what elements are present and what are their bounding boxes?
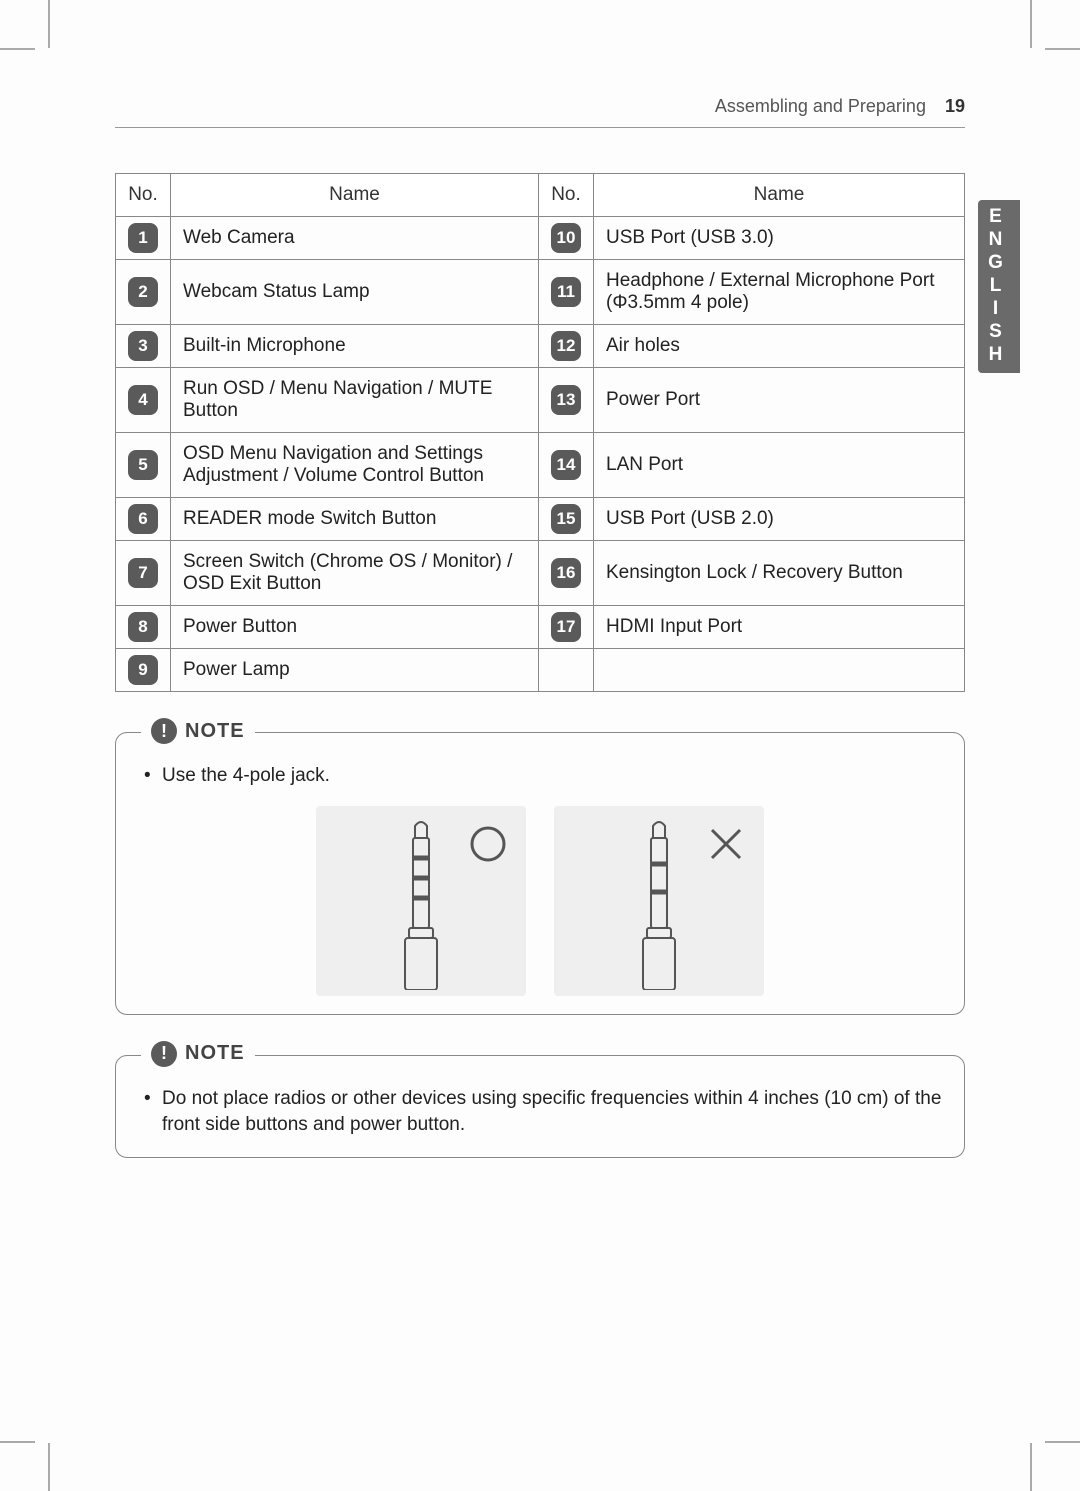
col-no: No. (116, 174, 171, 217)
part-number: 13 (539, 368, 594, 433)
parts-table: No. Name No. Name 1 Web Camera 10 USB Port … (115, 173, 965, 692)
col-no: No. (539, 174, 594, 217)
note-box-radio: ! NOTE Do not place radios or other devi… (115, 1055, 965, 1158)
page-number: 19 (945, 96, 965, 116)
part-name (594, 649, 965, 692)
table-row: 8 Power Button 17 HDMI Input Port (116, 606, 965, 649)
part-number: 5 (116, 433, 171, 498)
note-item: Use the 4-pole jack. (144, 763, 946, 790)
table-row: 1 Web Camera 10 USB Port (USB 3.0) (116, 217, 965, 260)
table-row: 7 Screen Switch (Chrome OS / Monitor) / O… (116, 541, 965, 606)
number-badge: 12 (551, 331, 581, 361)
crop-mark (1045, 48, 1080, 50)
note-tab: ! NOTE (141, 718, 255, 744)
number-badge: 3 (128, 331, 158, 361)
col-name: Name (171, 174, 539, 217)
jack-4pole-icon (399, 820, 443, 990)
number-badge: 5 (128, 450, 158, 480)
part-name: Kensington Lock / Recovery Button (594, 541, 965, 606)
number-badge: 7 (128, 558, 158, 588)
part-number (539, 649, 594, 692)
part-name: Headphone / External Microphone Port (Φ3… (594, 260, 965, 325)
part-name: USB Port (USB 2.0) (594, 498, 965, 541)
jack-correct (316, 806, 526, 996)
part-name: Screen Switch (Chrome OS / Monitor) / OS… (171, 541, 539, 606)
number-badge: 6 (128, 504, 158, 534)
part-number: 11 (539, 260, 594, 325)
table-row: 3 Built-in Microphone 12 Air holes (116, 325, 965, 368)
number-badge: 16 (551, 558, 581, 588)
jack-wrong (554, 806, 764, 996)
part-number: 10 (539, 217, 594, 260)
part-name: USB Port (USB 3.0) (594, 217, 965, 260)
part-number: 3 (116, 325, 171, 368)
number-badge: 11 (551, 277, 581, 307)
info-icon: ! (151, 1041, 177, 1067)
page-content: Assembling and Preparing 19 No. Name No.… (115, 96, 965, 1158)
part-number: 15 (539, 498, 594, 541)
note-tab: ! NOTE (141, 1041, 255, 1067)
crop-mark (48, 0, 50, 48)
part-number: 14 (539, 433, 594, 498)
note-box-jack: ! NOTE Use the 4-pole jack. (115, 732, 965, 1015)
table-row: 5 OSD Menu Navigation and Settings Adjust… (116, 433, 965, 498)
part-number: 9 (116, 649, 171, 692)
jack-illustrations (134, 806, 946, 996)
part-name: OSD Menu Navigation and Settings Adjustm… (171, 433, 539, 498)
part-name: Power Port (594, 368, 965, 433)
note-item: Do not place radios or other devices usi… (144, 1086, 946, 1139)
number-badge: 13 (551, 385, 581, 415)
cross-icon (706, 824, 746, 864)
part-name: Built-in Microphone (171, 325, 539, 368)
part-number: 17 (539, 606, 594, 649)
table-row: 2 Webcam Status Lamp 11 Headphone / Externa… (116, 260, 965, 325)
crop-mark (1030, 1443, 1032, 1491)
part-number: 7 (116, 541, 171, 606)
note-label: NOTE (185, 720, 245, 743)
jack-3pole-icon (637, 820, 681, 990)
col-name: Name (594, 174, 965, 217)
part-name: Power Lamp (171, 649, 539, 692)
part-name: Air holes (594, 325, 965, 368)
part-number: 8 (116, 606, 171, 649)
number-badge: 17 (551, 612, 581, 642)
table-row: 6 READER mode Switch Button 15 USB Port (US… (116, 498, 965, 541)
part-name: Power Button (171, 606, 539, 649)
part-number: 16 (539, 541, 594, 606)
number-badge: 15 (551, 504, 581, 534)
part-number: 1 (116, 217, 171, 260)
table-row: 4 Run OSD / Menu Navigation / MUTE Button… (116, 368, 965, 433)
part-number: 2 (116, 260, 171, 325)
crop-mark (0, 1441, 35, 1443)
running-header: Assembling and Preparing 19 (115, 96, 965, 128)
number-badge: 8 (128, 612, 158, 642)
language-tab: ENGLISH (978, 200, 1020, 373)
number-badge: 9 (128, 655, 158, 685)
note-label: NOTE (185, 1042, 245, 1065)
crop-mark (48, 1443, 50, 1491)
info-icon: ! (151, 718, 177, 744)
part-name: Webcam Status Lamp (171, 260, 539, 325)
part-name: READER mode Switch Button (171, 498, 539, 541)
part-number: 12 (539, 325, 594, 368)
table-header-row: No. Name No. Name (116, 174, 965, 217)
number-badge: 10 (551, 223, 581, 253)
table-row: 9 Power Lamp (116, 649, 965, 692)
section-title: Assembling and Preparing (715, 96, 926, 116)
manual-page: ENGLISH Assembling and Preparing 19 No. … (0, 0, 1080, 1491)
number-badge: 4 (128, 385, 158, 415)
crop-mark (1045, 1441, 1080, 1443)
part-name: LAN Port (594, 433, 965, 498)
number-badge: 14 (551, 450, 581, 480)
part-number: 4 (116, 368, 171, 433)
number-badge: 1 (128, 223, 158, 253)
part-number: 6 (116, 498, 171, 541)
part-name: HDMI Input Port (594, 606, 965, 649)
crop-mark (1030, 0, 1032, 48)
crop-mark (0, 48, 35, 50)
part-name: Run OSD / Menu Navigation / MUTE Button (171, 368, 539, 433)
part-name: Web Camera (171, 217, 539, 260)
circle-icon (468, 824, 508, 864)
number-badge: 2 (128, 277, 158, 307)
